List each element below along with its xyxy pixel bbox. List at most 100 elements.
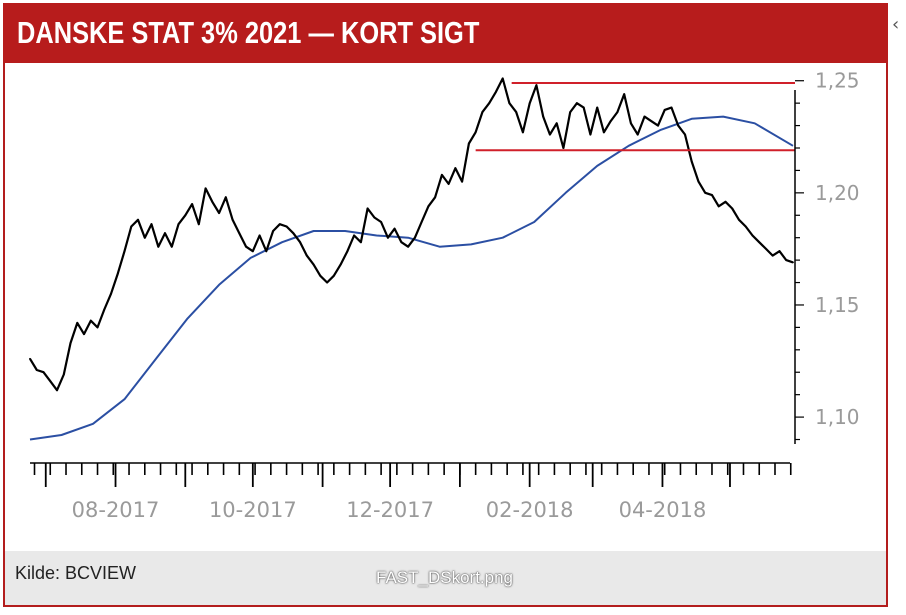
price-point bbox=[123, 250, 126, 253]
price-point bbox=[150, 223, 153, 226]
price-point bbox=[251, 250, 254, 253]
price-point bbox=[305, 254, 308, 257]
price-point bbox=[285, 225, 288, 228]
y-tick-label: 1,25 bbox=[815, 69, 860, 93]
price-point bbox=[535, 84, 538, 87]
price-point bbox=[96, 326, 99, 329]
price-point bbox=[420, 221, 423, 223]
price-point bbox=[738, 218, 740, 221]
chart-frame bbox=[3, 3, 888, 607]
price-point bbox=[414, 236, 416, 239]
price-point bbox=[89, 319, 92, 322]
price-point bbox=[360, 241, 362, 244]
y-tick-label: 1,10 bbox=[815, 405, 860, 429]
price-point bbox=[454, 167, 457, 170]
price-point bbox=[670, 106, 673, 109]
price-point bbox=[751, 234, 754, 237]
price-point bbox=[326, 281, 328, 284]
price-point bbox=[623, 93, 626, 96]
price-point bbox=[130, 225, 133, 228]
collapse-chevron-icon[interactable]: ‹ bbox=[892, 14, 900, 35]
price-point bbox=[434, 196, 436, 199]
price-point bbox=[596, 106, 599, 109]
price-point bbox=[771, 254, 774, 257]
price-point bbox=[758, 241, 761, 244]
x-tick-label: 02-2018 bbox=[486, 498, 574, 522]
price-layer bbox=[29, 77, 794, 392]
price-point bbox=[204, 187, 207, 190]
price-point bbox=[522, 131, 524, 134]
price-point bbox=[555, 122, 558, 125]
price-point bbox=[650, 120, 653, 122]
price-point bbox=[657, 124, 659, 127]
price-point bbox=[643, 115, 646, 118]
price-point bbox=[245, 245, 248, 248]
price-point bbox=[197, 223, 200, 226]
price-point bbox=[278, 223, 281, 226]
price-point bbox=[697, 180, 700, 183]
price-point bbox=[137, 218, 139, 221]
price-point bbox=[792, 261, 794, 264]
header-bar: DANSKE STAT 3% 2021 — KORT SIGT bbox=[3, 3, 888, 63]
price-point bbox=[663, 109, 666, 111]
price-point bbox=[427, 205, 430, 208]
price-point bbox=[164, 232, 166, 235]
price-point bbox=[461, 180, 463, 183]
price-point bbox=[609, 120, 612, 122]
price-point bbox=[724, 200, 727, 203]
price-point bbox=[393, 227, 396, 230]
price-point bbox=[542, 115, 545, 118]
price-point bbox=[576, 102, 578, 105]
price-point bbox=[339, 263, 342, 266]
price-point bbox=[630, 122, 632, 125]
x-tick-label: 04-2018 bbox=[619, 498, 707, 522]
price-point bbox=[549, 133, 551, 136]
price-point bbox=[69, 342, 72, 344]
price-point bbox=[143, 236, 146, 239]
price-point bbox=[332, 274, 335, 277]
price-point bbox=[292, 232, 295, 235]
price-point bbox=[447, 183, 450, 185]
price-point bbox=[35, 369, 38, 371]
y-tick-label: 1,20 bbox=[815, 181, 860, 205]
price-point bbox=[515, 111, 518, 113]
price-point bbox=[49, 380, 52, 383]
price-point bbox=[353, 234, 355, 237]
price-point bbox=[110, 292, 112, 295]
price-point bbox=[778, 250, 781, 253]
price-point bbox=[218, 212, 221, 214]
price-line bbox=[29, 77, 794, 392]
price-point bbox=[562, 147, 565, 149]
price-point bbox=[468, 142, 470, 145]
price-point bbox=[677, 124, 680, 127]
price-point bbox=[103, 308, 106, 311]
price-point bbox=[83, 333, 85, 335]
price-point bbox=[495, 91, 497, 93]
price-point bbox=[312, 263, 315, 266]
price-point bbox=[319, 274, 322, 277]
price-point bbox=[704, 191, 707, 194]
price-point bbox=[238, 232, 241, 235]
price-point bbox=[373, 216, 376, 219]
price-point bbox=[346, 250, 349, 253]
price-point bbox=[400, 241, 403, 244]
price-point bbox=[785, 259, 788, 261]
price-point bbox=[29, 357, 31, 360]
x-axis: 08-2017 10-2017 12-2017 02-2018 04-2018 bbox=[30, 462, 792, 522]
price-point bbox=[684, 133, 686, 136]
level-lines-layer bbox=[475, 81, 795, 152]
price-point bbox=[299, 241, 301, 244]
price-point bbox=[528, 102, 531, 105]
footer: Kilde: BCVIEW FAST_DSkort.png bbox=[5, 551, 886, 605]
price-point bbox=[474, 131, 477, 134]
price-point bbox=[744, 225, 747, 228]
price-point bbox=[258, 234, 261, 237]
price-point bbox=[224, 196, 227, 199]
price-point bbox=[272, 230, 274, 232]
price-point bbox=[765, 248, 767, 250]
moving-average-line bbox=[29, 115, 794, 441]
y-tick-label: 1,15 bbox=[815, 293, 860, 317]
chart: 1,25 1,20 1,15 1,10 08-2017 10-2017 12-2017 02… bbox=[29, 68, 860, 522]
price-point bbox=[636, 133, 639, 136]
price-point bbox=[441, 174, 443, 176]
